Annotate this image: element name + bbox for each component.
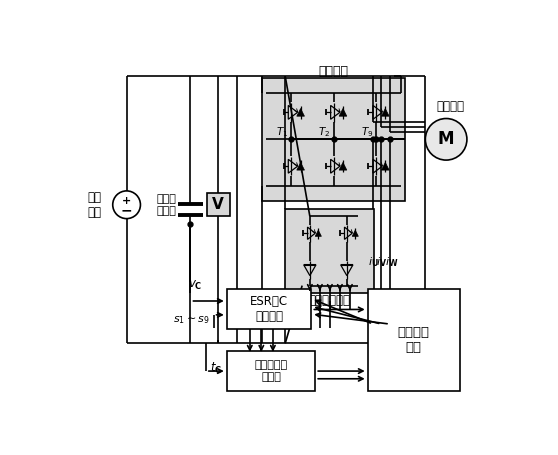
Text: −: − bbox=[121, 203, 132, 217]
Text: $t_{\mathbf{C}}$: $t_{\mathbf{C}}$ bbox=[210, 361, 222, 376]
Text: 直流
电网: 直流 电网 bbox=[87, 191, 101, 219]
Polygon shape bbox=[352, 230, 358, 236]
Bar bbox=[368, 289, 460, 391]
Bar bbox=[227, 351, 315, 391]
Circle shape bbox=[425, 118, 467, 160]
Bar bbox=[227, 289, 311, 329]
Text: V: V bbox=[213, 197, 224, 212]
Text: $i_{\mathbf{U}}$: $i_{\mathbf{U}}$ bbox=[368, 256, 378, 269]
Text: $i_{\mathbf{W}}$: $i_{\mathbf{W}}$ bbox=[385, 256, 398, 269]
Text: 逆变模块: 逆变模块 bbox=[318, 65, 348, 78]
Text: $v_{\mathbf{C}}$: $v_{\mathbf{C}}$ bbox=[188, 279, 203, 292]
Polygon shape bbox=[315, 230, 321, 236]
Polygon shape bbox=[339, 108, 347, 116]
Text: 制动斩波模块: 制动斩波模块 bbox=[309, 294, 350, 308]
Text: $i_{\mathbf{V}}$: $i_{\mathbf{V}}$ bbox=[376, 256, 387, 269]
Text: $s_1{\sim}s_9$: $s_1{\sim}s_9$ bbox=[173, 314, 210, 326]
Polygon shape bbox=[297, 108, 305, 116]
Text: 健康评估
单元: 健康评估 单元 bbox=[398, 326, 430, 354]
Text: 直流母
线电容: 直流母 线电容 bbox=[157, 194, 176, 216]
Text: $T_2$: $T_2$ bbox=[319, 125, 330, 138]
Bar bbox=[285, 208, 374, 293]
Text: 中心温度估
算单元: 中心温度估 算单元 bbox=[254, 360, 287, 382]
Bar bbox=[262, 78, 405, 201]
Bar bbox=[206, 193, 230, 216]
Text: $T_1$: $T_1$ bbox=[276, 125, 288, 138]
Polygon shape bbox=[297, 162, 305, 170]
Polygon shape bbox=[382, 108, 389, 116]
Text: M: M bbox=[438, 130, 454, 148]
Text: ESR与C
计算单元: ESR与C 计算单元 bbox=[250, 295, 288, 324]
Text: $T_9$: $T_9$ bbox=[360, 125, 373, 138]
Polygon shape bbox=[339, 162, 347, 170]
Polygon shape bbox=[382, 162, 389, 170]
Text: +: + bbox=[122, 196, 131, 206]
Text: 牵引电机: 牵引电机 bbox=[436, 100, 464, 113]
